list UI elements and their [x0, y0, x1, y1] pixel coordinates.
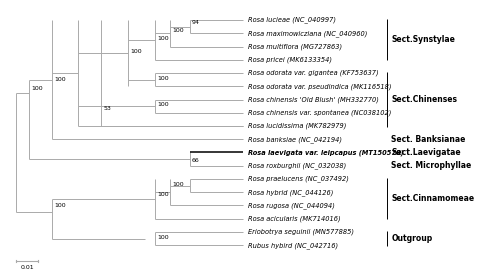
Text: Rosa lucidissima (MK782979): Rosa lucidissima (MK782979)	[248, 123, 346, 129]
Text: Rosa chinensis var. spontanea (NC038102): Rosa chinensis var. spontanea (NC038102)	[248, 109, 391, 116]
Text: Rosa odorata var. pseudindica (MK116518): Rosa odorata var. pseudindica (MK116518)	[248, 83, 392, 90]
Text: 100: 100	[172, 28, 184, 33]
Text: 100: 100	[158, 192, 169, 197]
Text: Rosa acicularis (MK714016): Rosa acicularis (MK714016)	[248, 215, 340, 222]
Text: Rosa lucieae (NC_040997): Rosa lucieae (NC_040997)	[248, 17, 336, 23]
Text: 100: 100	[158, 102, 169, 107]
Text: Sect.Synstylae: Sect.Synstylae	[392, 35, 455, 45]
Text: 100: 100	[158, 235, 169, 240]
Text: 100: 100	[54, 203, 66, 208]
Text: Sect.Laevigatae: Sect.Laevigatae	[392, 148, 461, 157]
Text: Rosa multiflora (MG727863): Rosa multiflora (MG727863)	[248, 43, 342, 50]
Text: 100: 100	[158, 36, 169, 41]
Text: Rosa laevigata var. leipcapus (MT150578): Rosa laevigata var. leipcapus (MT150578)	[248, 149, 404, 156]
Text: 100: 100	[172, 182, 184, 187]
Text: Rosa pricei (MK6133354): Rosa pricei (MK6133354)	[248, 57, 332, 63]
Text: Rosa maximowicziana (NC_040960): Rosa maximowicziana (NC_040960)	[248, 30, 367, 37]
Text: 100: 100	[158, 76, 169, 81]
Text: Sect.Cinnamomeae: Sect.Cinnamomeae	[392, 194, 474, 203]
Text: 66: 66	[192, 158, 200, 163]
Text: Sect. Banksianae: Sect. Banksianae	[392, 135, 466, 144]
Text: Sect. Microphyllae: Sect. Microphyllae	[392, 161, 471, 170]
Text: Sect.Chinenses: Sect.Chinenses	[392, 95, 458, 104]
Text: 100: 100	[130, 49, 142, 54]
Text: Rosa hybrid (NC_044126): Rosa hybrid (NC_044126)	[248, 189, 333, 196]
Text: 94: 94	[192, 20, 200, 25]
Text: 100: 100	[54, 77, 66, 82]
Text: 53: 53	[104, 106, 112, 111]
Text: Rubus hybird (NC_042716): Rubus hybird (NC_042716)	[248, 242, 338, 249]
Text: Rosa rugosa (NC_044094): Rosa rugosa (NC_044094)	[248, 202, 334, 209]
Text: Rosa banksiae (NC_042194): Rosa banksiae (NC_042194)	[248, 136, 342, 143]
Text: 0.01: 0.01	[20, 265, 34, 270]
Text: Rosa praelucens (NC_037492): Rosa praelucens (NC_037492)	[248, 176, 348, 182]
Text: 100: 100	[31, 86, 42, 91]
Text: Rosa odorata var. gigantea (KF753637): Rosa odorata var. gigantea (KF753637)	[248, 70, 378, 76]
Text: Rosa roxburghii (NC_032038): Rosa roxburghii (NC_032038)	[248, 162, 346, 169]
Text: Eriobotrya seguinii (MN577885): Eriobotrya seguinii (MN577885)	[248, 229, 354, 235]
Text: Outgroup: Outgroup	[392, 234, 432, 243]
Text: Rosa chinensis 'Old Blush' (MH332770): Rosa chinensis 'Old Blush' (MH332770)	[248, 96, 378, 103]
